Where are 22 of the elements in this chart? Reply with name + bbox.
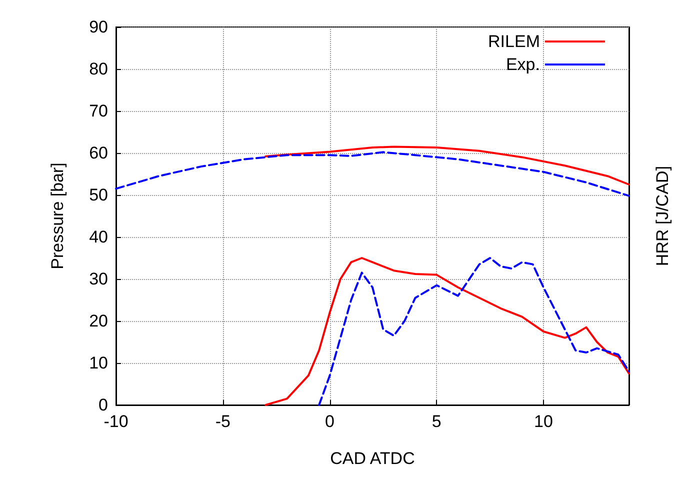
legend-label: Exp. [506, 55, 540, 74]
legend-label: RILEM [488, 32, 540, 51]
y-tick-label: 30 [89, 270, 108, 288]
y-tick-label: 90 [89, 18, 108, 36]
x-tick-label: -5 [215, 412, 230, 431]
y-tick-label: 40 [89, 228, 108, 246]
y-tick-label: 60 [89, 144, 108, 162]
x-tick-label: -10 [104, 412, 128, 431]
y-axis-title: Pressure [bar] [48, 162, 67, 270]
x-tick-label: 0 [325, 412, 334, 431]
y-tick-label: 10 [89, 354, 108, 372]
x-tick-label: 10 [534, 412, 553, 431]
x-tick-label: 5 [432, 412, 442, 431]
y-tick-label: 70 [89, 102, 108, 120]
y-tick-label: 80 [89, 60, 108, 78]
line-series [264, 146, 630, 186]
x-axis-title: CAD ATDC [330, 449, 415, 468]
line-series [115, 151, 630, 197]
y-tick-label: 0 [98, 396, 108, 414]
y2-axis-title: HRR [J/CAD] [653, 166, 672, 266]
y-tick-label: 20 [89, 312, 108, 330]
y-tick-label: 50 [89, 186, 108, 204]
